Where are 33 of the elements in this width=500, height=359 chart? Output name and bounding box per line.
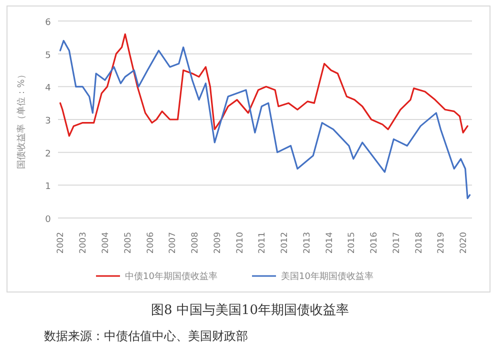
y-tick-label: 2 (45, 149, 51, 160)
line-series (59, 40, 471, 200)
x-tick-label: 2012 (280, 232, 290, 254)
x-tick-label: 2015 (347, 232, 358, 254)
x-tick-label: 2019 (436, 232, 447, 254)
x-tick-label: 2004 (100, 232, 111, 254)
x-tick-label: 2002 (56, 232, 66, 254)
y-tick-label: 3 (45, 116, 51, 126)
y-tick-label: 5 (45, 50, 51, 61)
x-tick-label: 2017 (392, 232, 402, 254)
x-tick-label: 2020 (459, 232, 470, 254)
legend-label: 中债10年期国债收益率 (125, 271, 218, 282)
x-tick-label: 2018 (414, 232, 424, 254)
x-tick-label: 2006 (146, 232, 156, 254)
source-note: 数据来源：中债估值中心、美国财政部 (44, 329, 248, 343)
y-axis-title: 国债收益率（单位：%） (16, 70, 27, 169)
line-series (59, 33, 468, 137)
x-tick-label: 2013 (302, 232, 312, 254)
legend-label: 美国10年期国债收益率 (281, 271, 374, 282)
y-tick-label: 4 (45, 84, 52, 94)
x-tick-label: 2016 (370, 232, 380, 254)
x-tick-label: 2010 (235, 232, 246, 254)
x-tick-label: 2009 (212, 232, 223, 254)
x-tick-label: 2007 (168, 232, 178, 254)
x-tick-label: 2014 (324, 232, 335, 254)
x-tick-label: 2003 (78, 232, 89, 254)
y-tick-label: 0 (45, 215, 52, 225)
text: 图8 中国与美国10年期国债收益率 (151, 302, 349, 318)
x-tick-label: 2011 (258, 232, 268, 254)
x-tick-label: 2005 (123, 232, 134, 254)
x-tick-label: 2008 (190, 232, 201, 254)
y-tick-label: 1 (45, 182, 51, 192)
y-tick-label: 6 (45, 18, 52, 28)
